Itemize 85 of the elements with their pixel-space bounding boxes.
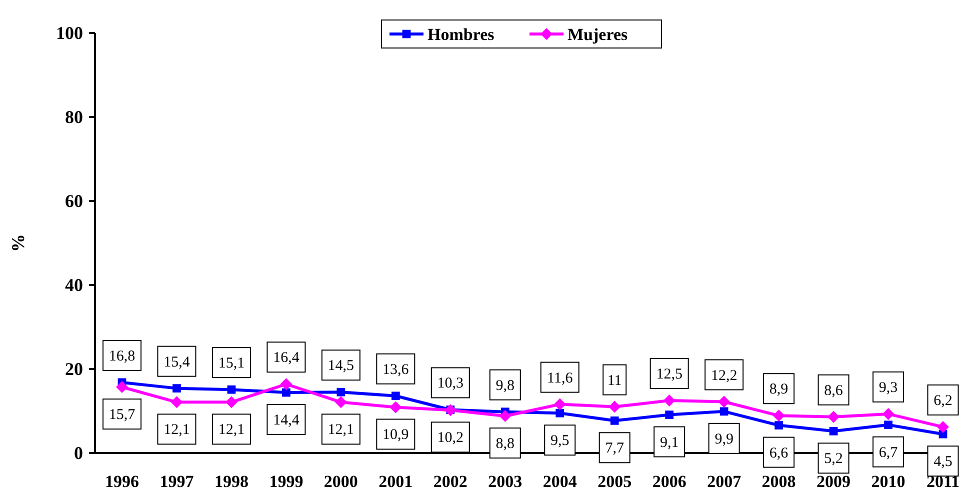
- data-label: 6,6: [769, 445, 789, 462]
- data-label: 12,2: [710, 368, 738, 384]
- data-label: 15,7: [108, 407, 136, 424]
- data-label: 9,9: [714, 431, 734, 448]
- data-label: 13,6: [382, 362, 410, 378]
- data-label: 9,3: [878, 380, 898, 396]
- data-label: 9,8: [496, 378, 515, 394]
- x-tick-label: 1996: [105, 472, 139, 491]
- data-label: 12,1: [164, 422, 190, 438]
- y-tick-label: 40: [65, 275, 83, 295]
- x-tick-label: 2004: [542, 472, 578, 491]
- x-tick-label: 2001: [378, 472, 413, 491]
- x-tick-label: 2010: [871, 472, 906, 491]
- point: [937, 420, 949, 433]
- point: [499, 410, 512, 422]
- data-label: 12,5: [656, 366, 682, 382]
- y-tick-label: 60: [65, 191, 83, 211]
- data-label: 16,4: [273, 350, 300, 366]
- point: [556, 408, 564, 418]
- point: [225, 396, 238, 408]
- data-label: 12,1: [328, 422, 354, 438]
- data-label: 6,7: [878, 444, 898, 461]
- data-label: 9,1: [660, 434, 679, 451]
- point: [390, 401, 402, 414]
- data-label: 9,5: [550, 433, 570, 450]
- x-tick-label: 2002: [433, 472, 468, 491]
- x-tick-label: 1999: [269, 472, 304, 491]
- data-label: 14,4: [273, 412, 300, 429]
- data-label: 7,7: [605, 440, 624, 457]
- point: [172, 384, 181, 393]
- point: [663, 394, 676, 406]
- point: [391, 392, 400, 400]
- data-label: 5,2: [824, 451, 843, 468]
- point: [772, 410, 785, 422]
- y-tick-label: 20: [65, 359, 83, 379]
- point: [334, 396, 347, 408]
- data-label: 12,1: [218, 422, 245, 438]
- point: [116, 381, 128, 394]
- point: [282, 388, 290, 397]
- point: [610, 416, 619, 425]
- point: [227, 385, 236, 394]
- point: [665, 410, 674, 419]
- point: [280, 378, 292, 390]
- x-tick-label: 2003: [488, 472, 522, 491]
- point: [720, 407, 728, 416]
- x-tick-label: 2007: [707, 472, 742, 491]
- data-label: 10,3: [437, 376, 464, 392]
- data-label: 11,6: [547, 370, 574, 386]
- point: [170, 396, 183, 408]
- data-label: 8,9: [769, 382, 788, 398]
- y-tick-label: 80: [65, 107, 83, 127]
- y-tick-label: 100: [56, 23, 83, 43]
- data-label: 11: [607, 372, 622, 389]
- legend-label: Mujeres: [568, 25, 628, 44]
- point: [608, 400, 621, 413]
- data-label: 15,4: [164, 354, 190, 370]
- legend-label: Hombres: [428, 25, 495, 44]
- point: [444, 404, 456, 416]
- data-label: 14,5: [328, 358, 354, 374]
- data-label: 6,2: [934, 392, 952, 409]
- point: [884, 420, 892, 430]
- x-tick-label: 2006: [652, 472, 686, 491]
- x-tick-label: 2011: [926, 472, 960, 491]
- data-label: 8,6: [824, 382, 844, 399]
- x-tick-label: 1997: [160, 472, 194, 491]
- data-label: 10,9: [382, 427, 409, 444]
- data-label: 16,8: [108, 348, 136, 364]
- point: [882, 408, 894, 420]
- point: [828, 410, 840, 423]
- point: [336, 388, 346, 396]
- x-tick-label: 2008: [762, 472, 796, 491]
- x-tick-label: 2005: [598, 472, 632, 491]
- x-tick-label: 2000: [324, 472, 358, 491]
- data-label: 10,2: [437, 430, 464, 446]
- y-axis-title: %: [8, 234, 28, 252]
- data-label: 4,5: [934, 454, 952, 470]
- point: [774, 421, 783, 430]
- point: [554, 398, 566, 410]
- point: [829, 426, 838, 436]
- x-tick-label: 2009: [816, 472, 851, 491]
- point: [718, 396, 730, 408]
- data-label: 8,8: [496, 436, 515, 452]
- data-label: 15,1: [218, 356, 245, 372]
- x-tick-label: 1998: [214, 472, 248, 491]
- y-tick-label: 0: [74, 443, 83, 463]
